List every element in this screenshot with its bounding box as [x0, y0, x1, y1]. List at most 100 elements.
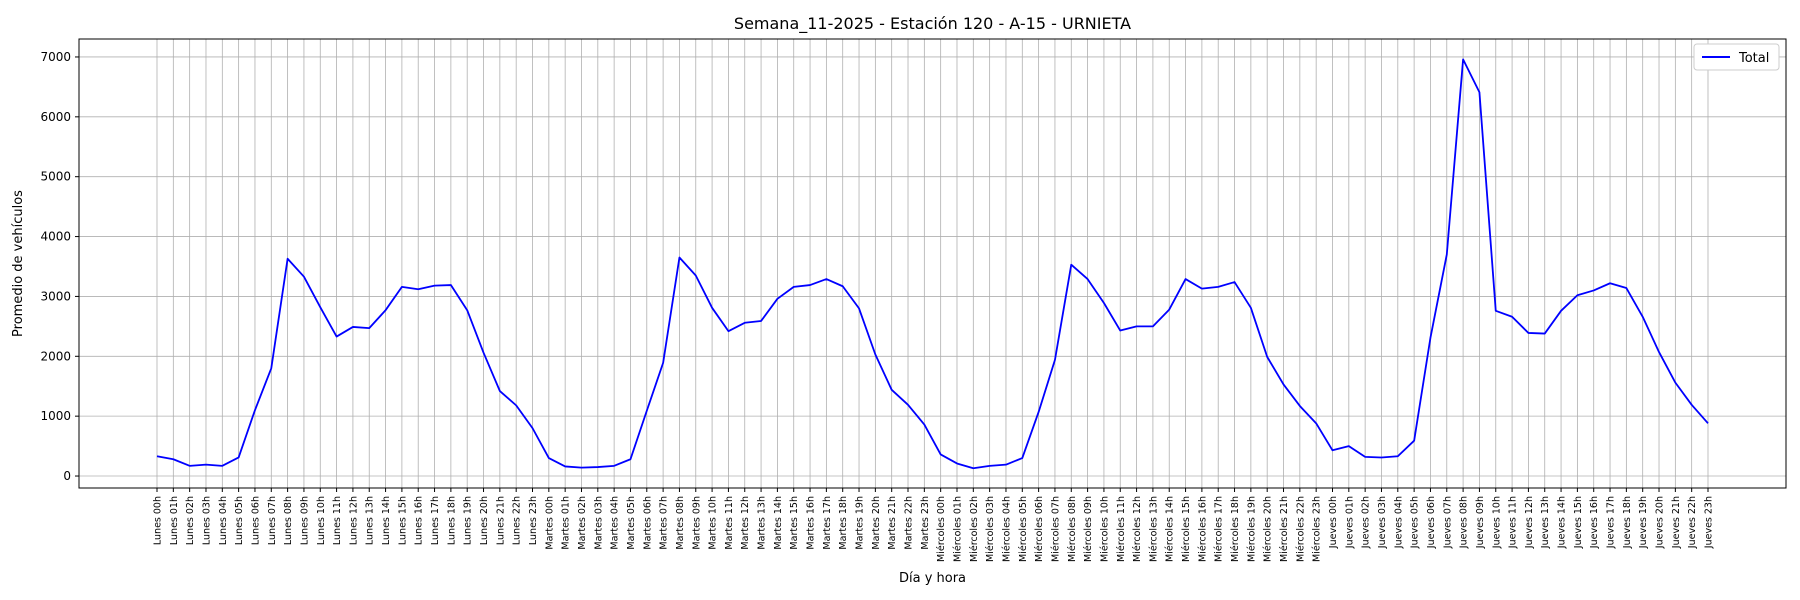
x-tick-label: Lunes 16h: [414, 496, 425, 545]
y-tick-label: 7000: [40, 50, 71, 64]
series-line-0: [156, 58, 1709, 470]
y-axis-label: Promedio de vehículos: [11, 190, 26, 337]
x-tick-label: Lunes 03h: [201, 496, 212, 545]
x-tick-label: Miércoles 02h: [969, 496, 980, 562]
y-tick-label: 6000: [40, 110, 71, 124]
x-tick-label: Martes 14h: [773, 496, 784, 550]
x-tick-label: Miércoles 23h: [1312, 496, 1323, 562]
x-tick-label: Miércoles 22h: [1295, 496, 1306, 562]
x-axis-ticks: Lunes 00h Lunes 01h Lunes 02h Lunes 03h Lune…: [153, 488, 1715, 562]
x-tick-label: Miércoles 04h: [1001, 496, 1012, 562]
x-tick-label: Lunes 04h: [218, 496, 229, 545]
x-tick-label: Lunes 08h: [283, 496, 294, 545]
legend: Total: [1693, 43, 1780, 71]
grid-lines: [79, 39, 1786, 488]
y-axis-ticks: 0 1000 2000 3000 4000 5000 6000 7000: [40, 50, 79, 483]
x-tick-label: Lunes 01h: [169, 496, 180, 545]
x-tick-label: Lunes 23h: [528, 496, 539, 545]
x-tick-label: Lunes 13h: [365, 496, 376, 545]
x-tick-label: Miércoles 10h: [1099, 496, 1110, 562]
x-tick-label: Lunes 20h: [479, 496, 490, 545]
x-tick-label: Jueves 03h: [1377, 496, 1388, 549]
legend-label: Total: [1738, 51, 1769, 66]
x-tick-label: Lunes 00h: [153, 496, 164, 545]
x-tick-label: Jueves 13h: [1540, 496, 1551, 549]
x-tick-label: Jueves 23h: [1704, 496, 1715, 549]
x-tick-label: Miércoles 21h: [1279, 496, 1290, 562]
x-tick-label: Jueves 10h: [1491, 496, 1502, 549]
x-tick-label: Miércoles 03h: [985, 496, 996, 562]
x-tick-label: Miércoles 07h: [1050, 496, 1061, 562]
x-tick-label: Miércoles 14h: [1165, 496, 1176, 562]
x-tick-label: Lunes 07h: [267, 496, 278, 545]
chart-title: Semana_11-2025 - Estación 120 - A-15 - U…: [734, 14, 1131, 34]
x-tick-label: Martes 04h: [610, 496, 621, 550]
plot-frame: [78, 38, 1787, 489]
x-tick-label: Martes 10h: [708, 496, 719, 550]
x-tick-label: Miércoles 20h: [1263, 496, 1274, 562]
x-tick-label: Miércoles 16h: [1197, 496, 1208, 562]
x-tick-label: Jueves 19h: [1638, 496, 1649, 549]
x-tick-label: Martes 12h: [740, 496, 751, 550]
x-tick-label: Martes 17h: [822, 496, 833, 550]
x-tick-label: Jueves 06h: [1426, 496, 1437, 549]
x-tick-label: Martes 15h: [789, 496, 800, 550]
x-tick-label: Jueves 01h: [1344, 496, 1355, 549]
x-tick-label: Miércoles 19h: [1246, 496, 1257, 562]
x-tick-label: Jueves 20h: [1655, 496, 1666, 549]
x-tick-label: Martes 00h: [544, 496, 555, 550]
x-tick-label: Martes 08h: [675, 496, 686, 550]
series-group: [156, 58, 1709, 470]
x-tick-label: Miércoles 12h: [1132, 496, 1143, 562]
x-tick-label: Martes 21h: [887, 496, 898, 550]
legend-box: [1693, 43, 1780, 71]
x-tick-label: Miércoles 18h: [1230, 496, 1241, 562]
x-tick-label: Jueves 11h: [1508, 496, 1519, 549]
x-tick-label: Miércoles 08h: [1067, 496, 1078, 562]
x-tick-label: Martes 06h: [642, 496, 653, 550]
x-tick-label: Lunes 12h: [348, 496, 359, 545]
x-tick-label: Lunes 02h: [185, 496, 196, 545]
x-tick-label: Martes 09h: [691, 496, 702, 550]
x-tick-label: Martes 19h: [855, 496, 866, 550]
x-tick-label: Lunes 18h: [446, 496, 457, 545]
x-tick-label: Martes 22h: [904, 496, 915, 550]
x-tick-label: Lunes 21h: [495, 496, 506, 545]
x-tick-label: Martes 13h: [757, 496, 768, 550]
x-tick-label: Jueves 04h: [1393, 496, 1404, 549]
x-tick-label: Miércoles 13h: [1148, 496, 1159, 562]
x-tick-label: Martes 18h: [838, 496, 849, 550]
x-tick-label: Jueves 14h: [1557, 496, 1568, 549]
y-tick-label: 4000: [40, 230, 71, 244]
x-tick-label: Jueves 18h: [1622, 496, 1633, 549]
x-tick-label: Lunes 09h: [299, 496, 310, 545]
x-tick-label: Jueves 02h: [1361, 496, 1372, 549]
y-tick-label: 2000: [40, 349, 71, 363]
x-tick-label: Martes 11h: [724, 496, 735, 550]
x-tick-label: Lunes 22h: [512, 496, 523, 545]
y-tick-label: 0: [63, 469, 71, 483]
x-tick-label: Miércoles 15h: [1181, 496, 1192, 562]
x-tick-label: Lunes 19h: [463, 496, 474, 545]
x-tick-label: Lunes 11h: [332, 496, 343, 545]
x-tick-label: Lunes 10h: [316, 496, 327, 545]
x-tick-label: Jueves 07h: [1442, 496, 1453, 549]
x-tick-label: Miércoles 09h: [1083, 496, 1094, 562]
x-tick-label: Martes 01h: [561, 496, 572, 550]
y-tick-label: 5000: [40, 170, 71, 184]
x-tick-label: Miércoles 01h: [952, 496, 963, 562]
x-tick-label: Jueves 22h: [1687, 496, 1698, 549]
y-tick-label: 1000: [40, 409, 71, 423]
x-tick-label: Jueves 21h: [1671, 496, 1682, 549]
x-tick-label: Martes 05h: [626, 496, 637, 550]
x-tick-label: Lunes 14h: [381, 496, 392, 545]
x-tick-label: Jueves 16h: [1589, 496, 1600, 549]
x-tick-label: Jueves 17h: [1606, 496, 1617, 549]
x-tick-label: Lunes 17h: [430, 496, 441, 545]
x-tick-label: Jueves 05h: [1410, 496, 1421, 549]
x-tick-label: Miércoles 00h: [936, 496, 947, 562]
x-tick-label: Martes 20h: [871, 496, 882, 550]
x-tick-label: Martes 16h: [806, 496, 817, 550]
x-tick-label: Martes 03h: [593, 496, 604, 550]
x-tick-label: Martes 02h: [577, 496, 588, 550]
